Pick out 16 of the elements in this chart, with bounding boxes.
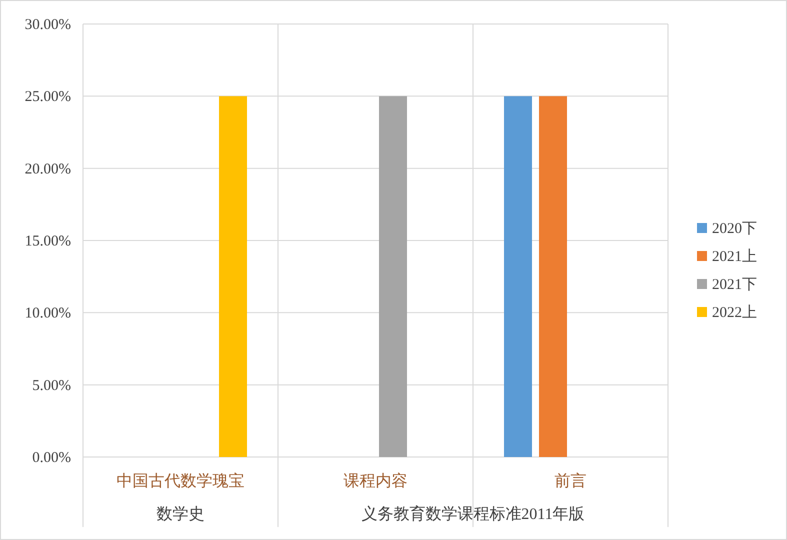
y-tick-label: 20.00% <box>24 161 71 178</box>
y-tick-label: 0.00% <box>32 450 71 466</box>
y-tick-label: 10.00% <box>24 306 71 322</box>
legend-label: 2020下 <box>712 221 757 237</box>
y-tick-label: 5.00% <box>32 378 71 394</box>
y-tick-label: 25.00% <box>24 89 71 106</box>
legend-label: 2021上 <box>712 248 757 265</box>
text: 数学史 <box>156 505 204 523</box>
text: 义务教育数学课程标准2011年版 <box>361 505 585 523</box>
legend-label: 2022上 <box>712 304 757 321</box>
y-tick-label: 30.00% <box>24 17 71 33</box>
legend-label: 2021下 <box>712 277 757 293</box>
x-tick-label: 中国古代数学瑰宝 <box>116 472 244 490</box>
x-tick-label: 前言 <box>554 472 586 490</box>
y-tick-label: 15.00% <box>24 234 71 250</box>
x-tick-label: 课程内容 <box>344 472 408 490</box>
